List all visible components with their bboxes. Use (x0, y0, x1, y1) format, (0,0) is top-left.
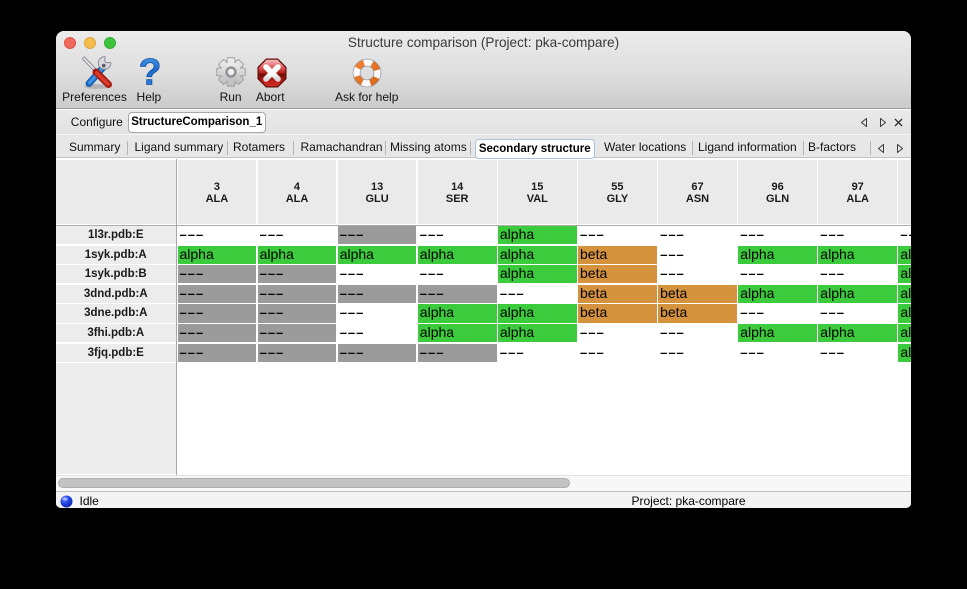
svg-text:?: ? (139, 55, 162, 91)
